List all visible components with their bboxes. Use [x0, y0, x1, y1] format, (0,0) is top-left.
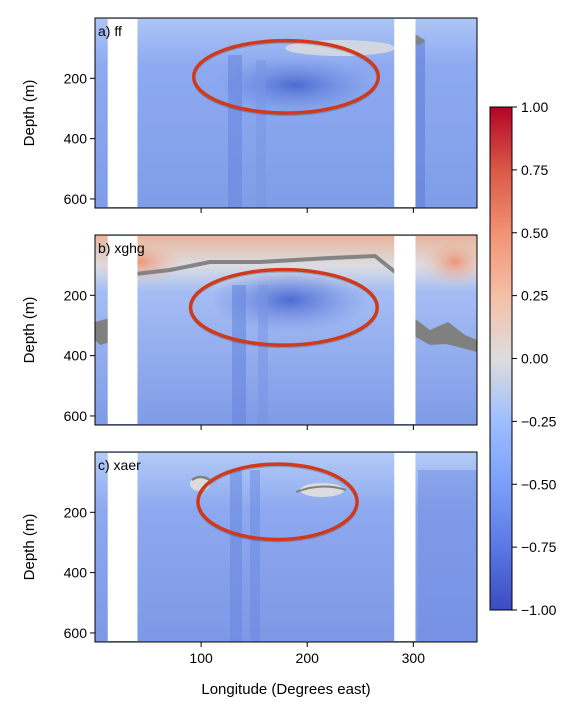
x-tick-label: 200 — [296, 650, 320, 666]
y-tick-label: 400 — [64, 131, 88, 147]
highlight-layer — [188, 38, 381, 543]
ticks-layer: 200 400 600 200 400 600 200 400 600 100 200 300 1.00… — [64, 70, 557, 666]
panel-b-label: b) xghg — [98, 240, 145, 256]
x-axis-label: Longitude (Degrees east) — [201, 681, 370, 698]
panel-c-frame — [94, 451, 478, 643]
y-tick-label: 200 — [64, 70, 88, 86]
y-tick-label: 200 — [64, 287, 88, 303]
panel-c: c) xaer Depth (m) — [21, 451, 478, 643]
y-tick-label: 600 — [64, 625, 88, 641]
colorbar-tick-label: 0.25 — [521, 288, 548, 304]
panel-b-field — [95, 235, 477, 425]
y-tick-label: 400 — [64, 348, 88, 364]
y-tick-label: 200 — [64, 504, 88, 520]
x-tick-label: 100 — [189, 650, 213, 666]
colorbar — [489, 106, 513, 611]
y-tick-label: 600 — [64, 191, 88, 207]
panel-c-field — [95, 452, 477, 642]
panel-c-ylabel: Depth (m) — [21, 514, 38, 581]
panel-c-label: c) xaer — [98, 457, 141, 473]
x-tick-label: 300 — [402, 650, 426, 666]
y-tick-label: 600 — [64, 408, 88, 424]
highlight-ellipse — [188, 267, 380, 347]
y-tick-label: 400 — [64, 565, 88, 581]
panel-b-missing-band — [107, 236, 138, 424]
colorbar-tick-label: −0.50 — [521, 476, 557, 492]
colorbar-tick-label: 0.00 — [521, 351, 548, 367]
panel-b-frame — [94, 234, 478, 426]
colorbar-tick-label: −1.00 — [521, 602, 557, 618]
panel-a-ylabel: Depth (m) — [21, 80, 38, 147]
colorbar-tick-label: 0.75 — [521, 162, 548, 178]
panel-a-frame — [94, 17, 478, 209]
panel-b: b) xghg Depth (m) — [21, 234, 478, 426]
panel-a: a) ff Depth (m) — [21, 17, 478, 209]
panel-b-ylabel: Depth (m) — [21, 297, 38, 364]
panel-c-missing-band — [394, 453, 416, 641]
colorbar-tick-label: −0.25 — [521, 413, 557, 429]
panel-c-missing-band — [107, 453, 138, 641]
panel-a-label: a) ff — [98, 23, 122, 39]
highlight-ellipse — [191, 38, 381, 115]
colorbar-tick-label: −0.75 — [521, 539, 557, 555]
panel-a-missing-band — [394, 19, 416, 207]
colorbar-tick-label: 0.50 — [521, 225, 548, 241]
highlight-ellipse — [196, 462, 359, 542]
colorbar-tick-label: 1.00 — [521, 99, 548, 115]
colorbar-gradient — [489, 106, 513, 611]
panel-b-missing-band — [394, 236, 416, 424]
panel-a-missing-band — [107, 19, 138, 207]
